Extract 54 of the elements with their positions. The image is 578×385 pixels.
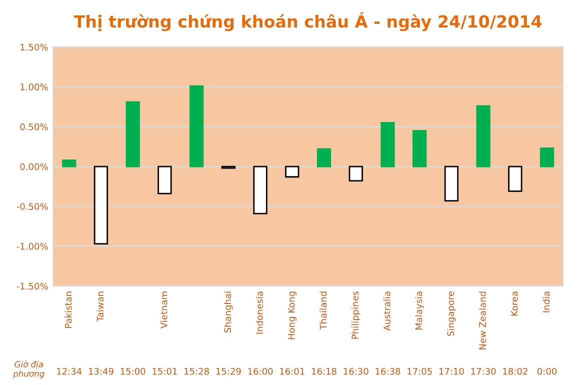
y-tick-label: -0.50% <box>16 203 48 210</box>
x-tick-label: Hong Kong <box>288 292 297 340</box>
x-tick-label: Vietnam <box>160 292 168 328</box>
bar <box>126 101 140 168</box>
text: 17:30 <box>471 368 496 375</box>
text: 17:10 <box>439 368 464 375</box>
x-tick-label: India <box>542 292 550 312</box>
text: 16:38 <box>376 368 400 375</box>
x-tick-label: Indonesia <box>256 292 263 334</box>
text: 16:00 <box>248 368 273 375</box>
x-tick-label: Thailand <box>320 292 327 330</box>
bar <box>94 166 108 245</box>
bar <box>412 130 427 168</box>
x-tick-label: Singapore <box>447 291 456 336</box>
bar <box>348 166 363 182</box>
text: 15:00 <box>120 368 146 375</box>
bar <box>253 166 268 214</box>
text: 13:49 <box>88 368 114 375</box>
y-tick-label: 0.00% <box>20 163 48 170</box>
chart-title: Thị trường chứng khoán châu Á - ngày 24/10/2014 <box>74 12 542 32</box>
y-tick-label: -1.50% <box>16 282 48 290</box>
x-tick-label: Pakistan <box>64 292 72 328</box>
x-tick-label: Malaysia <box>415 292 424 330</box>
bar <box>380 122 395 168</box>
x-tick-label: New Zealand <box>478 292 486 350</box>
y-tick-label: 0.50% <box>20 123 48 130</box>
text: 0:00 <box>538 368 557 375</box>
x-tick-label: Philippines <box>352 291 360 339</box>
y-tick-label: -1.00% <box>16 242 48 250</box>
x-tick-label: Shanghai <box>224 292 233 333</box>
bar <box>508 166 522 192</box>
x-tick-label: Australia <box>383 292 390 331</box>
bar <box>444 166 459 202</box>
bar <box>189 85 204 168</box>
text: 15:01 <box>152 368 177 375</box>
text: 16:18 <box>312 368 336 375</box>
x-tick-label: Korea <box>511 292 518 316</box>
text: 12:34 <box>57 368 82 375</box>
y-tick-label: 1.50% <box>20 44 48 51</box>
text: 16:30 <box>344 368 368 375</box>
bar <box>158 166 172 194</box>
text: 15:29 <box>216 368 241 375</box>
bar <box>316 148 332 168</box>
text: 17:05 <box>408 368 432 375</box>
text: Giờ địa phương <box>13 360 44 378</box>
bar <box>476 105 490 168</box>
bar <box>540 147 554 168</box>
bar <box>62 159 76 168</box>
text: 15:28 <box>184 368 209 375</box>
text: 16:01 <box>280 368 304 375</box>
text: 18:02 <box>503 368 528 375</box>
bar <box>285 166 300 178</box>
x-tick-label: Taiwan <box>96 292 104 322</box>
y-tick-label: 1.00% <box>20 84 48 90</box>
